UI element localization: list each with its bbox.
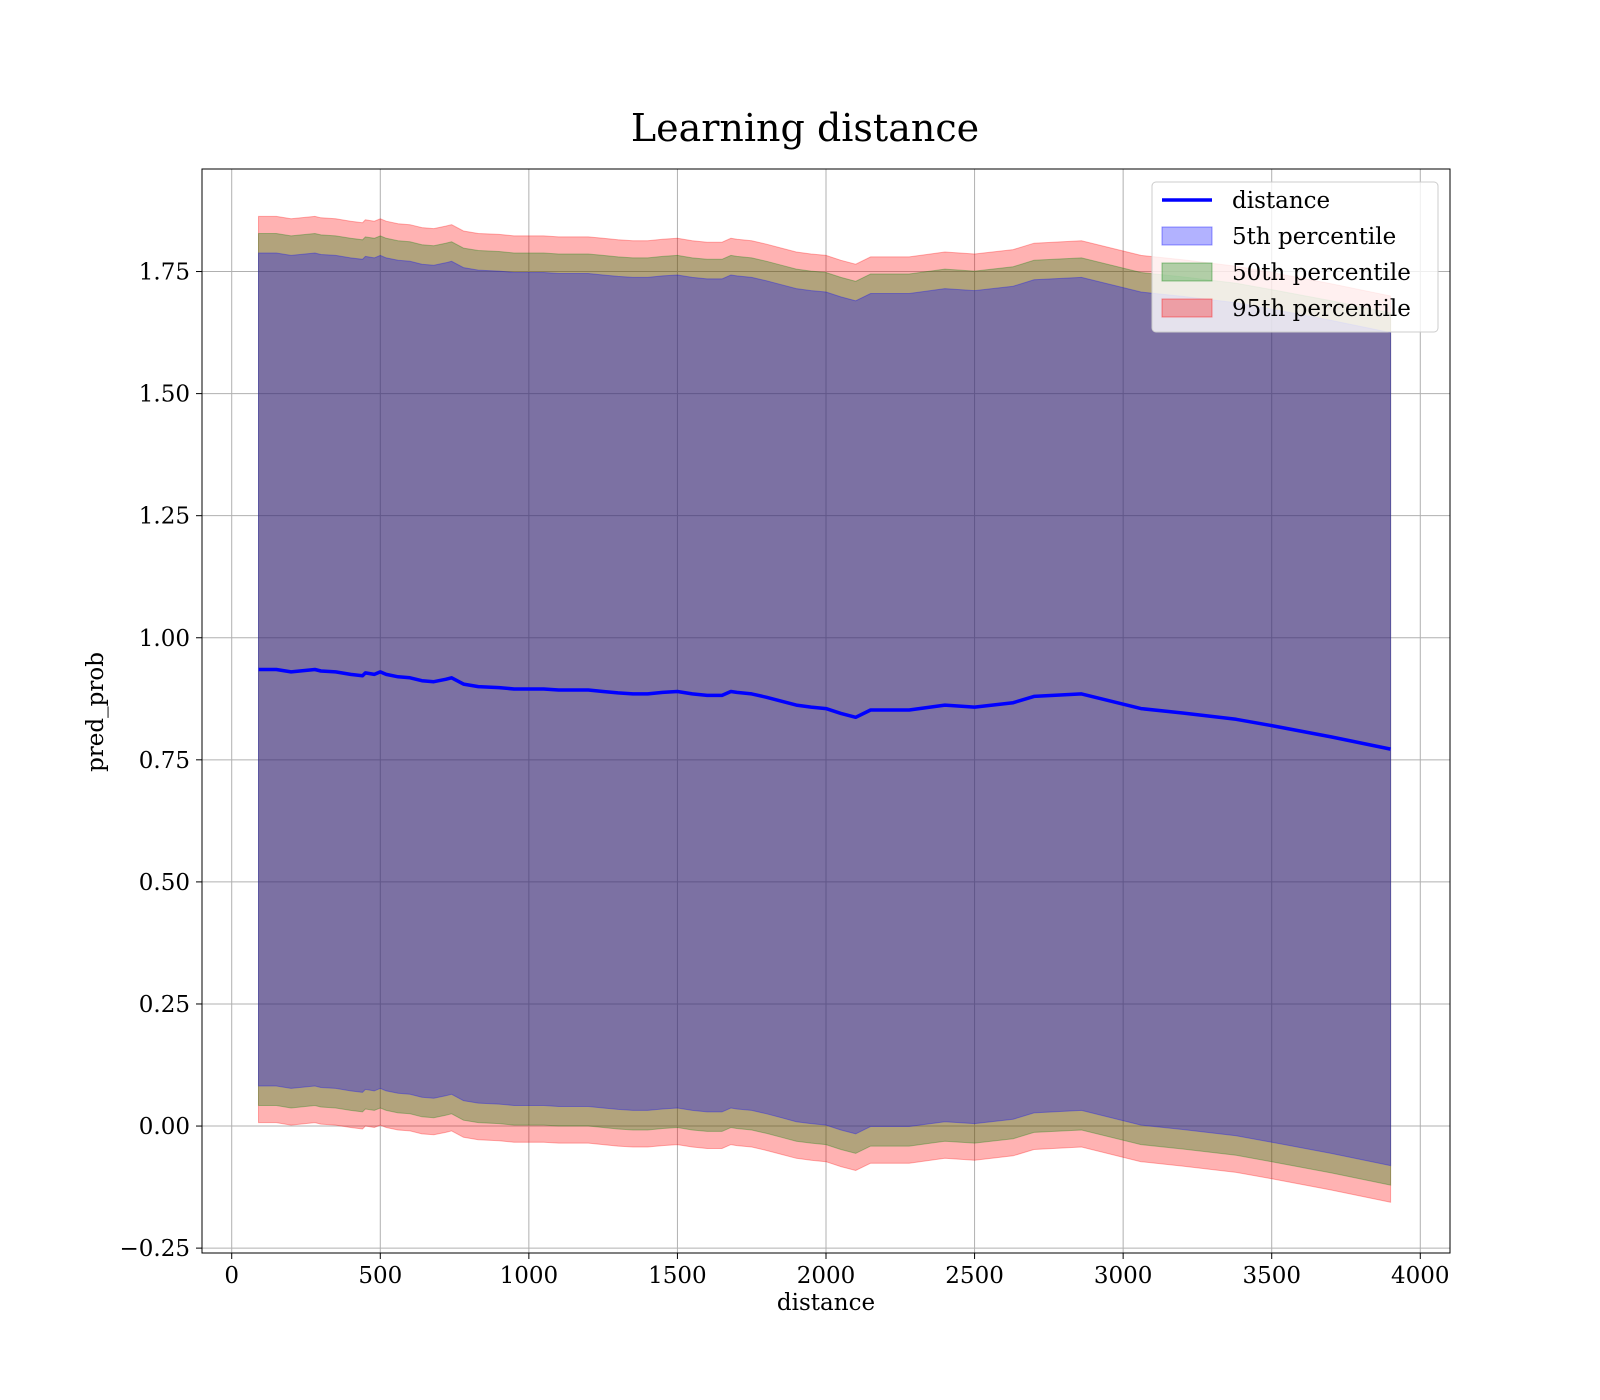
legend-swatch-95th-percentile [1161, 298, 1213, 318]
line-distance [258, 667, 1391, 751]
y-tick-label: 0.00 [139, 1114, 190, 1140]
x-tick-label: 2500 [945, 1263, 1004, 1289]
legend-label-50th-percentile: 50th percentile [1232, 260, 1411, 286]
x-tick-label: 1000 [500, 1263, 559, 1289]
y-tick-label: 1.00 [139, 626, 190, 652]
y-tick-label: 0.75 [139, 748, 190, 774]
x-tick-label: 3000 [1094, 1263, 1153, 1289]
chart-title: Learning distance [631, 106, 979, 150]
x-tick-label: 0 [224, 1263, 239, 1289]
x-tick-label: 500 [358, 1263, 402, 1289]
x-axis-ticks: 0 500 1000 1500 2000 2500 3000 3500 4000 [224, 1253, 1450, 1289]
legend-label-5th-percentile: 5th percentile [1232, 224, 1396, 250]
y-tick-label: 1.75 [139, 260, 190, 286]
lines [258, 667, 1391, 751]
y-axis-label: pred_prob [83, 652, 109, 772]
x-tick-label: 4000 [1391, 1263, 1450, 1289]
legend-swatch-5th-percentile [1161, 226, 1213, 246]
x-tick-label: 1500 [648, 1263, 707, 1289]
legend: distance 5th percentile 50th percentile 95t… [1151, 181, 1439, 333]
y-axis-ticks: −0.25 0.00 0.25 0.50 0.75 1.00 1.25 1.50 1.75 [120, 260, 202, 1262]
y-tick-label: −0.25 [120, 1236, 190, 1262]
legend-swatch-50th-percentile [1161, 262, 1213, 282]
x-axis-label: distance [777, 1290, 875, 1316]
legend-frame [1151, 181, 1439, 333]
grid [202, 169, 1450, 1253]
legend-label-95th-percentile: 95th percentile [1232, 296, 1411, 322]
y-tick-label: 1.25 [139, 504, 190, 530]
y-tick-label: 0.25 [139, 992, 190, 1018]
x-tick-label: 3500 [1242, 1263, 1301, 1289]
y-tick-label: 1.50 [139, 382, 190, 408]
x-tick-label: 2000 [797, 1263, 856, 1289]
y-tick-label: 0.50 [139, 870, 190, 896]
legend-label-distance: distance [1232, 188, 1330, 214]
